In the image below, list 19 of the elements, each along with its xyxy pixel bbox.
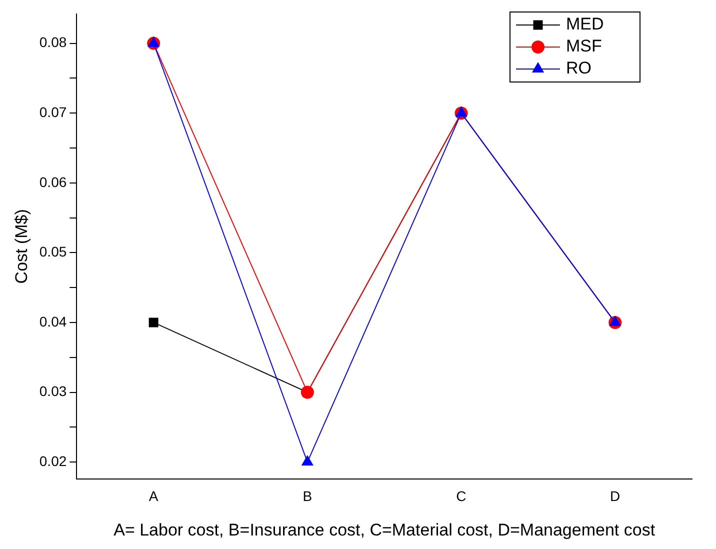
point [302,456,314,466]
x-axis-title: A= Labor cost, B=Insurance cost, C=Material cost, D=Management cost [114,520,656,540]
y-tick-label: 0.04 [39,313,67,330]
legend-label: RO [566,58,592,78]
y-tick-label: 0.07 [39,104,67,120]
y-axis-title: Cost (M$) [12,209,31,284]
y-tick-label: 0.02 [39,452,67,469]
y-tick-label: 0.05 [39,244,67,260]
x-tick-label: A [148,488,159,504]
y-tick-label: 0.08 [39,34,67,50]
y-tick-label: 0.06 [39,174,67,190]
x-tick-label: D [610,488,620,504]
legend-label: MSF [566,36,602,56]
y-tick-label: 0.03 [39,383,67,400]
legend-label: MED [566,14,604,34]
x-tick-label: B [302,488,312,504]
x-tick-label: C [456,488,466,504]
point [148,318,158,328]
point [148,36,160,47]
